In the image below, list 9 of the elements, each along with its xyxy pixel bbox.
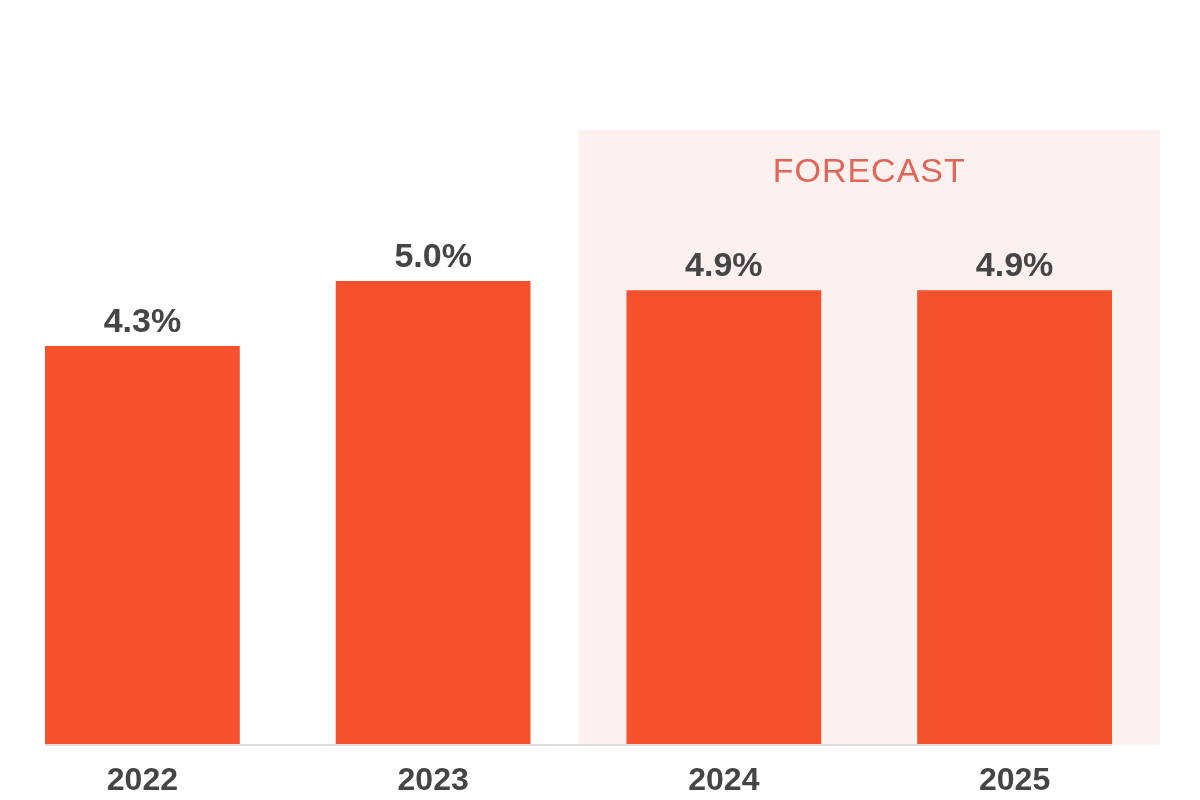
x-tick-label: 2025 [979, 761, 1051, 797]
data-label: 4.3% [103, 300, 182, 339]
data-label: 4.9% [975, 245, 1054, 284]
band-label: FORECAST [772, 151, 966, 189]
x-tick-label: 2024 [688, 761, 760, 797]
data-label: 5.0% [394, 236, 472, 274]
x-tick-label: 2023 [397, 761, 469, 797]
x-tick-label: 2022 [106, 761, 178, 797]
data-label: 4.9% [685, 245, 763, 284]
